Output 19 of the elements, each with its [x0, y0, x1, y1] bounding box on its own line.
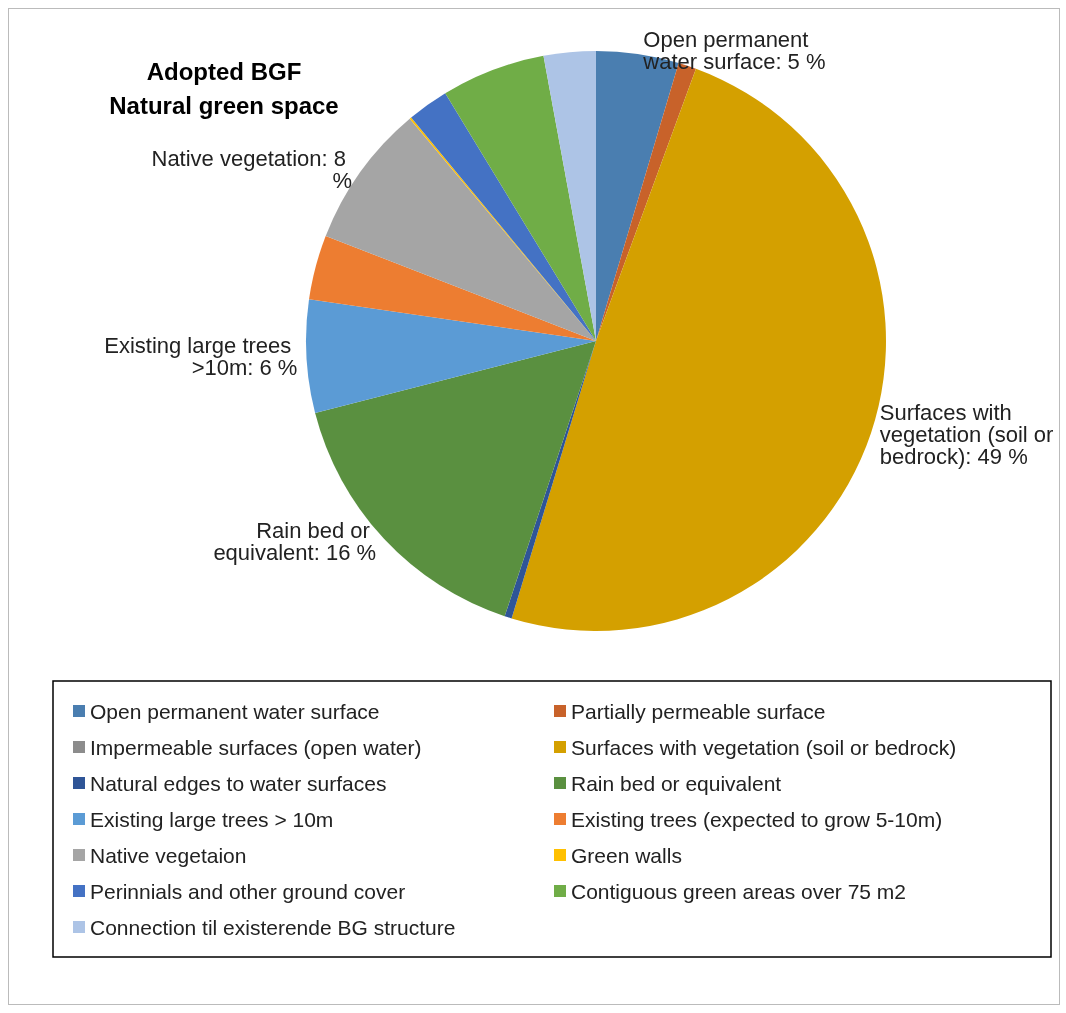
- legend-label: Native vegetaion: [90, 843, 247, 867]
- legend-label: Existing large trees > 10m: [90, 807, 334, 831]
- legend-label: Partially permeable surface: [571, 699, 826, 723]
- legend-label: Surfaces with vegetation (soil or bedrock): [571, 735, 957, 759]
- legend-label: Natural edges to water surfaces: [90, 771, 387, 795]
- legend-label: Rain bed or equivalent: [571, 771, 782, 795]
- legend-label: Contiguous green areas over 75 m2: [571, 879, 907, 903]
- legend-label: Existing trees (expected to grow 5-10m): [571, 807, 943, 831]
- data-label: Existing large trees >10m: 6 %: [104, 333, 298, 381]
- legend-label: Impermeable surfaces (open water): [90, 735, 422, 759]
- legend-label: Green walls: [571, 843, 682, 867]
- legend-label: Perinnials and other ground cover: [90, 879, 406, 903]
- data-label: Surfaces with vegetation (soil or bedrock): 49 %: [879, 399, 1060, 469]
- data-label: Rain bed or equivalent: 16 %: [213, 518, 377, 566]
- data-label: Native vegetation: 8 %: [151, 146, 353, 194]
- legend-label: Connection til existerende BG structure: [90, 915, 456, 939]
- legend-label: Open permanent water surface: [90, 699, 380, 723]
- data-label: Open permanent water surface: 5 %: [642, 26, 826, 74]
- text: Adopted BGF Natural green space: [109, 57, 339, 119]
